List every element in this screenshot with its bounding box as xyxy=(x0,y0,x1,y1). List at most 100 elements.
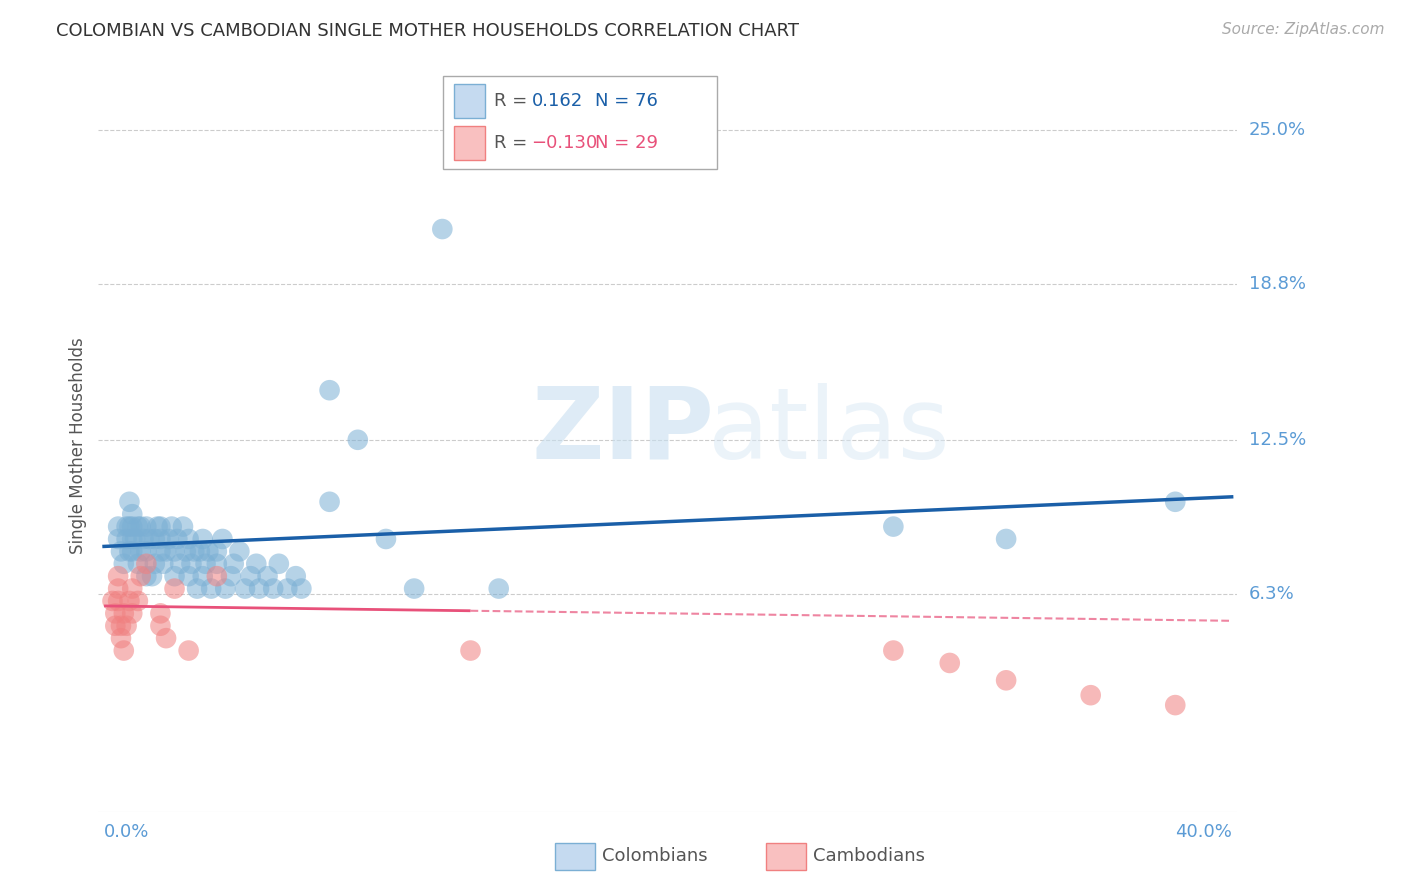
Point xyxy=(107,532,129,546)
Point xyxy=(191,532,214,546)
Point xyxy=(488,582,510,596)
Point xyxy=(121,607,143,621)
Point xyxy=(186,582,208,596)
Point xyxy=(127,557,149,571)
Point xyxy=(1080,688,1102,702)
Point xyxy=(132,532,155,546)
Point xyxy=(141,569,163,583)
Text: 12.5%: 12.5% xyxy=(1249,431,1306,449)
Point xyxy=(121,532,143,546)
Point xyxy=(247,582,270,596)
Point xyxy=(149,519,172,533)
Point xyxy=(129,544,152,558)
Point xyxy=(143,532,166,546)
Point xyxy=(163,569,186,583)
Point xyxy=(163,544,186,558)
Point xyxy=(256,569,278,583)
Point xyxy=(152,557,174,571)
Text: N = 29: N = 29 xyxy=(595,134,658,152)
Point xyxy=(239,569,262,583)
Text: 0.162: 0.162 xyxy=(531,92,582,110)
Point xyxy=(233,582,256,596)
Text: 40.0%: 40.0% xyxy=(1175,822,1232,841)
Point xyxy=(107,594,129,608)
Point xyxy=(172,519,194,533)
Point xyxy=(194,557,217,571)
Point xyxy=(121,582,143,596)
Point xyxy=(346,433,368,447)
Point xyxy=(104,607,127,621)
Point xyxy=(121,507,143,521)
Point xyxy=(995,673,1018,688)
Point xyxy=(121,544,143,558)
Point xyxy=(127,519,149,533)
Text: N = 76: N = 76 xyxy=(595,92,658,110)
Point xyxy=(318,383,340,397)
Point xyxy=(160,519,183,533)
Point xyxy=(183,544,205,558)
Point xyxy=(118,519,141,533)
Point xyxy=(197,544,219,558)
Point xyxy=(177,569,200,583)
Point xyxy=(404,582,426,596)
Text: COLOMBIAN VS CAMBODIAN SINGLE MOTHER HOUSEHOLDS CORRELATION CHART: COLOMBIAN VS CAMBODIAN SINGLE MOTHER HOU… xyxy=(56,22,799,40)
Point xyxy=(149,544,172,558)
Text: R =: R = xyxy=(494,134,527,152)
Point xyxy=(267,557,290,571)
Point xyxy=(110,619,132,633)
Point xyxy=(205,557,228,571)
Point xyxy=(155,631,177,645)
Text: 0.0%: 0.0% xyxy=(104,822,149,841)
Text: atlas: atlas xyxy=(707,383,949,480)
Text: 25.0%: 25.0% xyxy=(1249,121,1306,139)
Point xyxy=(112,643,135,657)
Point xyxy=(205,544,228,558)
Point xyxy=(318,495,340,509)
Point xyxy=(124,532,146,546)
Point xyxy=(135,544,157,558)
Point xyxy=(135,519,157,533)
Point xyxy=(112,607,135,621)
Point xyxy=(188,544,211,558)
Point xyxy=(166,532,188,546)
Point xyxy=(118,495,141,509)
Point xyxy=(222,557,245,571)
Point xyxy=(157,532,180,546)
Point xyxy=(262,582,284,596)
Point xyxy=(432,222,454,236)
Point xyxy=(129,519,152,533)
Point xyxy=(460,643,482,657)
Point xyxy=(107,519,129,533)
Point xyxy=(995,532,1018,546)
Point xyxy=(228,544,250,558)
Point xyxy=(135,557,157,571)
Point xyxy=(118,594,141,608)
Text: Cambodians: Cambodians xyxy=(813,847,925,865)
Point xyxy=(284,569,307,583)
Point xyxy=(149,532,172,546)
Point xyxy=(938,656,960,670)
Text: −0.130: −0.130 xyxy=(531,134,598,152)
Point xyxy=(107,582,129,596)
Point xyxy=(129,569,152,583)
Point xyxy=(882,643,904,657)
Y-axis label: Single Mother Households: Single Mother Households xyxy=(69,338,87,554)
Text: Colombians: Colombians xyxy=(602,847,707,865)
Text: 6.3%: 6.3% xyxy=(1249,584,1295,602)
Point xyxy=(174,544,197,558)
Point xyxy=(169,557,191,571)
Text: ZIP: ZIP xyxy=(531,383,714,480)
Point xyxy=(375,532,398,546)
Point xyxy=(180,557,202,571)
Point xyxy=(214,582,236,596)
Point xyxy=(219,569,242,583)
Point xyxy=(104,619,127,633)
Point xyxy=(149,619,172,633)
Point xyxy=(112,557,135,571)
Point xyxy=(149,607,172,621)
Point xyxy=(127,594,149,608)
Point xyxy=(177,532,200,546)
Point xyxy=(143,557,166,571)
Point xyxy=(211,532,233,546)
Point xyxy=(290,582,312,596)
